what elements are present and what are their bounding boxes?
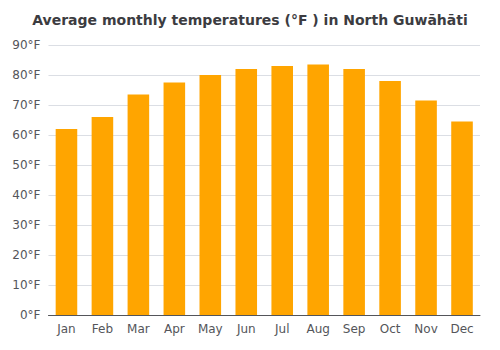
- svg-text:Feb: Feb: [92, 322, 113, 336]
- svg-text:80°F: 80°F: [12, 68, 40, 82]
- svg-text:Sep: Sep: [343, 322, 366, 336]
- svg-text:Average monthly temperatures (: Average monthly temperatures (°F ) in No…: [32, 12, 468, 28]
- svg-text:Aug: Aug: [306, 322, 329, 336]
- svg-text:20°F: 20°F: [12, 248, 40, 262]
- svg-text:Dec: Dec: [450, 322, 473, 336]
- svg-text:60°F: 60°F: [12, 128, 40, 142]
- svg-text:Apr: Apr: [164, 322, 185, 336]
- svg-text:90°F: 90°F: [12, 38, 40, 52]
- svg-text:Mar: Mar: [127, 322, 150, 336]
- svg-text:Oct: Oct: [380, 322, 401, 336]
- svg-text:40°F: 40°F: [12, 188, 40, 202]
- svg-text:70°F: 70°F: [12, 98, 40, 112]
- svg-text:Jul: Jul: [274, 322, 289, 336]
- svg-text:Jun: Jun: [236, 322, 256, 336]
- svg-text:30°F: 30°F: [12, 218, 40, 232]
- svg-text:May: May: [198, 322, 223, 336]
- svg-text:50°F: 50°F: [12, 158, 40, 172]
- svg-text:Nov: Nov: [414, 322, 437, 336]
- svg-text:10°F: 10°F: [12, 278, 40, 292]
- svg-text:Jan: Jan: [56, 322, 76, 336]
- svg-text:0°F: 0°F: [20, 308, 41, 322]
